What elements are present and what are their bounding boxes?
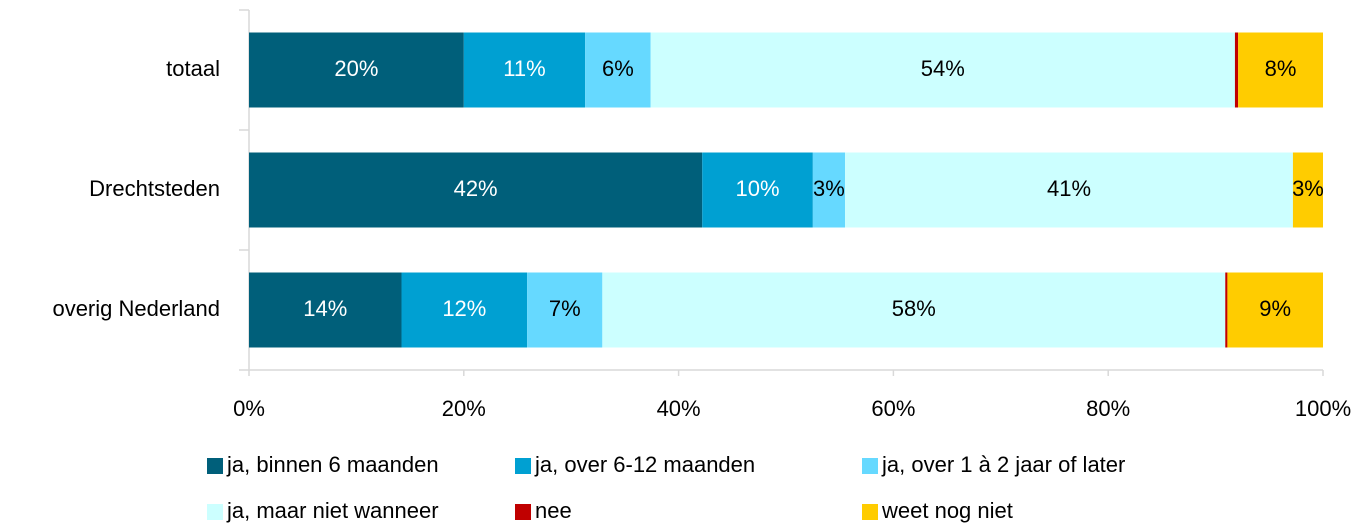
bar-segment xyxy=(602,272,1226,348)
legend-swatch xyxy=(515,458,531,474)
bar-segment xyxy=(1292,152,1323,228)
bar-segment xyxy=(812,152,846,228)
data-label: 8% xyxy=(1265,56,1297,81)
bar-segment xyxy=(463,32,586,108)
bar-segment xyxy=(1225,272,1228,348)
bar-segment xyxy=(401,272,528,348)
data-label: 6% xyxy=(602,56,634,81)
legend-swatch xyxy=(207,504,223,520)
category-label: totaal xyxy=(166,56,220,81)
data-label: 11% xyxy=(503,56,545,81)
data-label: 54% xyxy=(921,56,965,81)
legend-label: ja, over 1 à 2 jaar of later xyxy=(881,452,1125,477)
legend-label: ja, binnen 6 maanden xyxy=(226,452,439,477)
legend-swatch xyxy=(862,504,878,520)
bar-segment xyxy=(527,272,603,348)
x-tick-label: 0% xyxy=(233,396,265,421)
data-label: 58% xyxy=(892,296,936,321)
legend-swatch xyxy=(207,458,223,474)
legend-label: ja, over 6-12 maanden xyxy=(534,452,755,477)
category-label: Drechtsteden xyxy=(89,176,220,201)
bar-segment xyxy=(249,152,703,228)
bar-segment xyxy=(1227,272,1323,348)
x-tick-label: 40% xyxy=(657,396,701,421)
x-tick-label: 60% xyxy=(871,396,915,421)
legend-label: weet nog niet xyxy=(881,498,1013,523)
data-label: 41% xyxy=(1047,176,1091,201)
bar-segment xyxy=(249,32,464,108)
data-label: 12% xyxy=(442,296,486,321)
bar-segment xyxy=(249,272,402,348)
data-label: 42% xyxy=(454,176,498,201)
bar-segment xyxy=(1238,32,1323,108)
data-label: 3% xyxy=(813,176,845,201)
data-label: 3% xyxy=(1292,176,1324,201)
x-tick-label: 80% xyxy=(1086,396,1130,421)
bar-segment xyxy=(1234,32,1239,108)
legend-swatch xyxy=(862,458,878,474)
data-label: 7% xyxy=(549,296,581,321)
category-label: overig Nederland xyxy=(52,296,220,321)
data-label: 14% xyxy=(303,296,347,321)
legend-label: nee xyxy=(535,498,572,523)
x-tick-label: 100% xyxy=(1295,396,1351,421)
bar-segment xyxy=(845,152,1293,228)
bar-segment xyxy=(585,32,651,108)
data-label: 9% xyxy=(1259,296,1291,321)
bar-segment xyxy=(702,152,813,228)
x-tick-label: 20% xyxy=(442,396,486,421)
bar-segment xyxy=(650,32,1235,108)
data-label: 10% xyxy=(736,176,780,201)
legend-swatch xyxy=(515,504,531,520)
data-label: 20% xyxy=(334,56,378,81)
legend-label: ja, maar niet wanneer xyxy=(226,498,439,523)
